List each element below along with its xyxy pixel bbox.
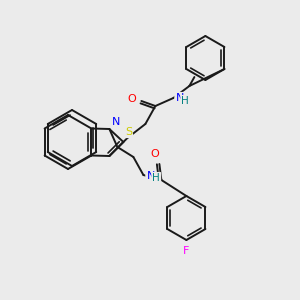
Text: N: N: [176, 93, 184, 103]
Text: H: H: [182, 96, 189, 106]
Text: F: F: [183, 246, 190, 256]
Text: S: S: [125, 127, 132, 137]
Text: O: O: [150, 149, 159, 159]
Text: H: H: [152, 173, 160, 183]
Text: N: N: [146, 171, 155, 181]
Text: N: N: [111, 117, 120, 127]
Text: O: O: [128, 94, 136, 104]
